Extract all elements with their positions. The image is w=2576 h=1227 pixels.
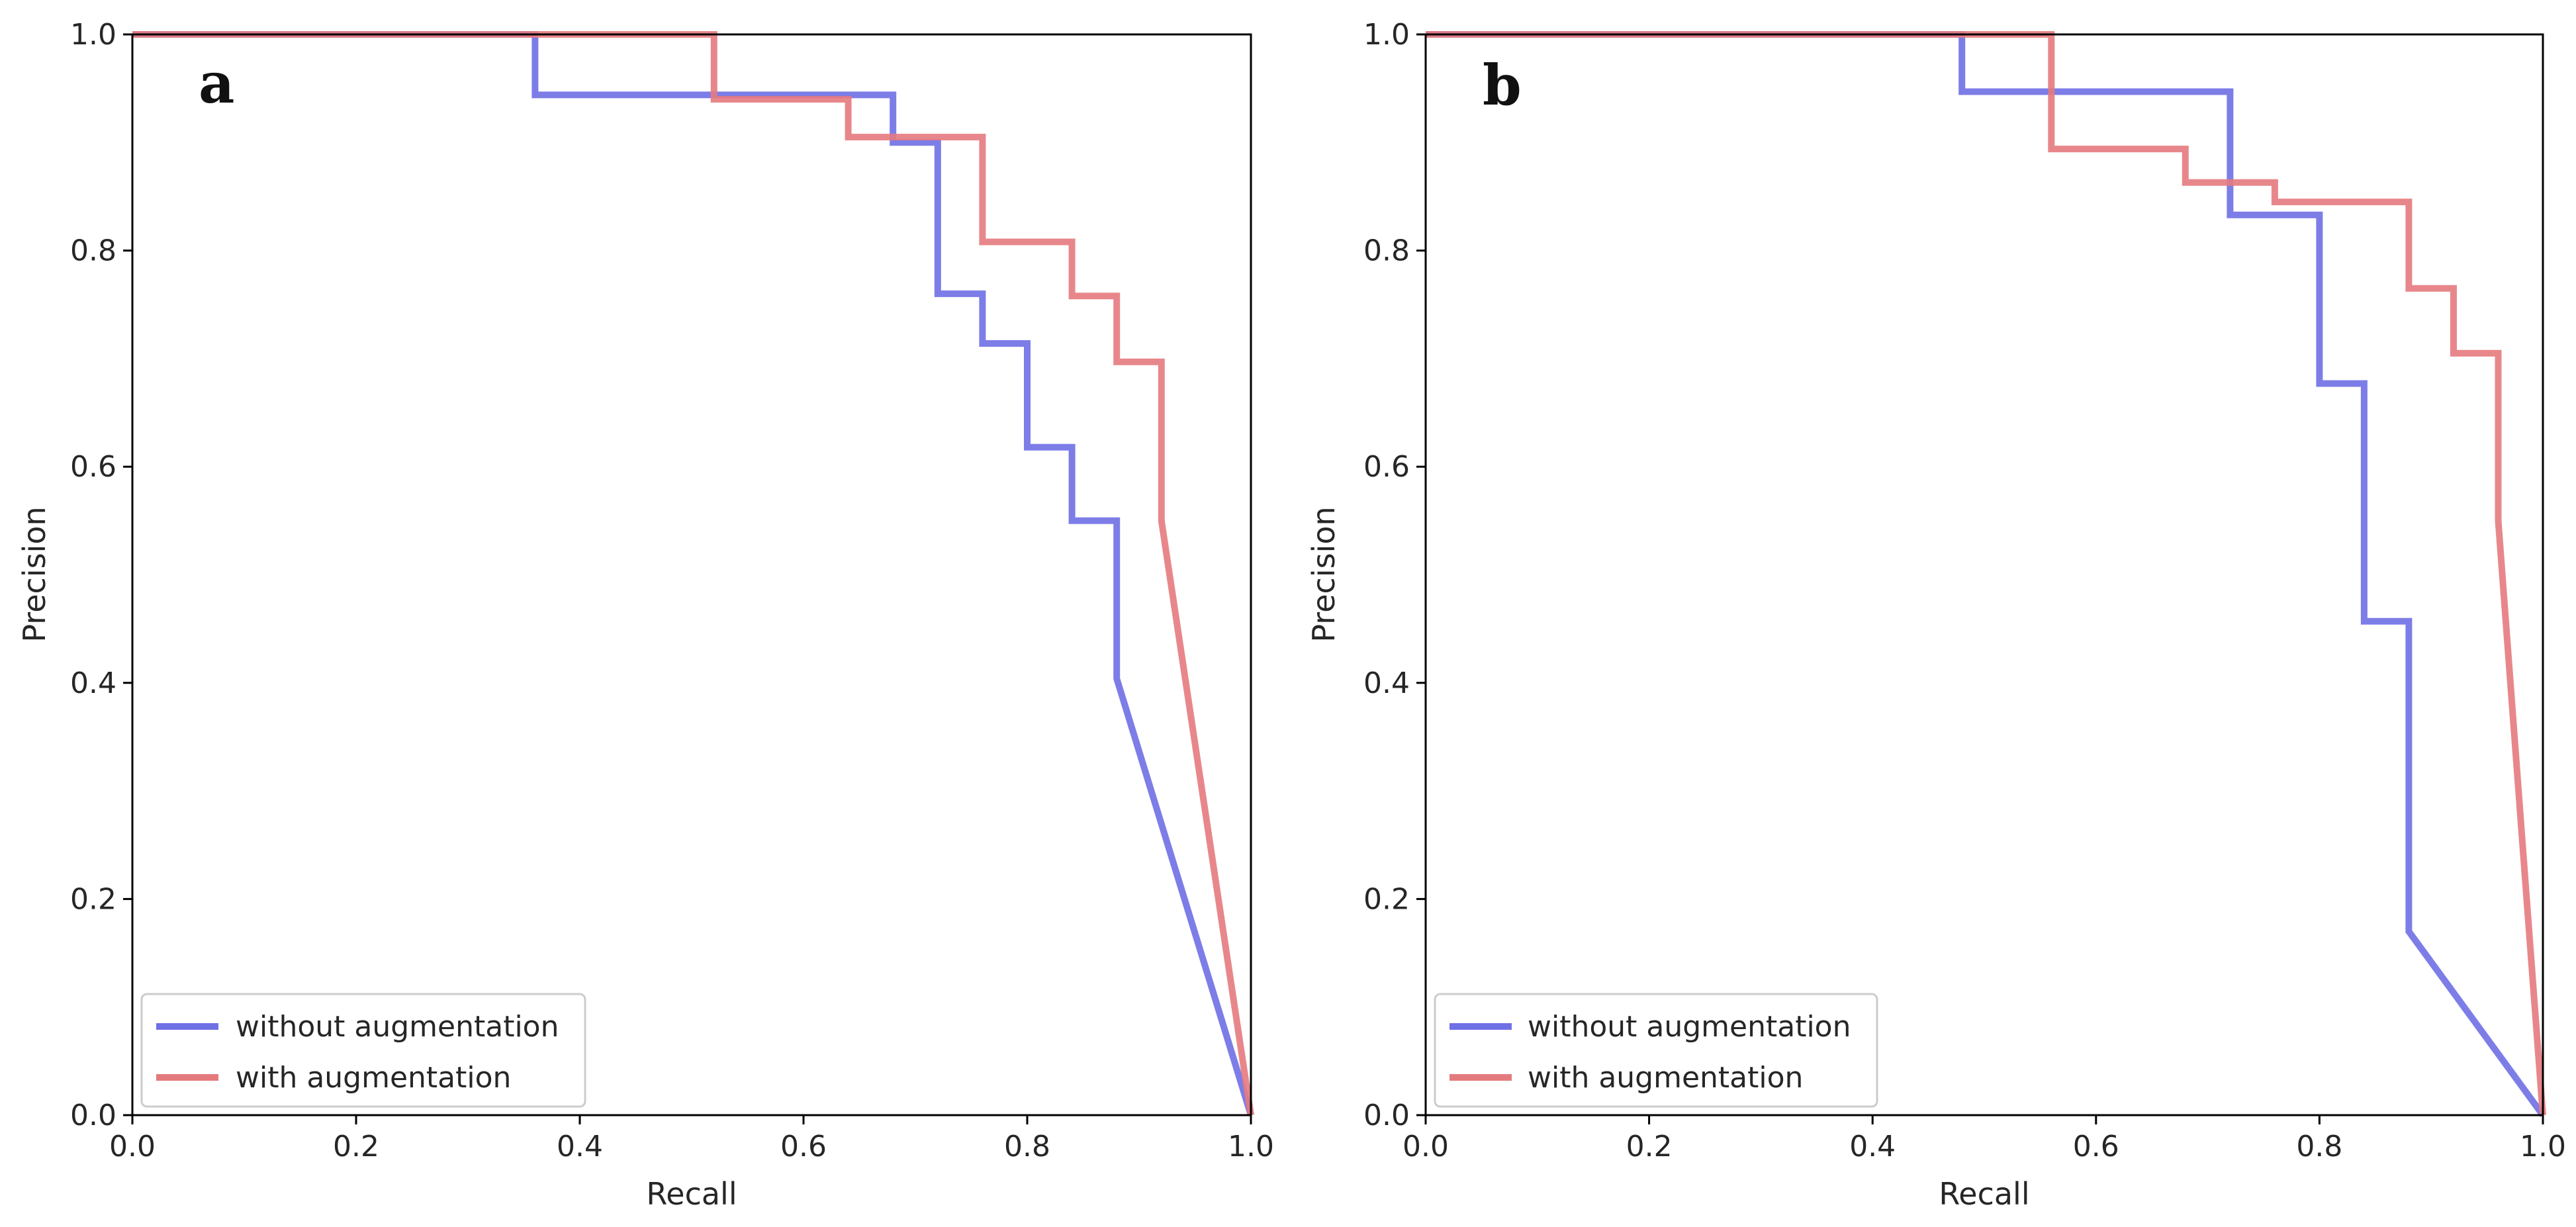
series-line-without-augmentation — [1426, 31, 2546, 1117]
x-tick-label: 0.0 — [109, 1130, 156, 1163]
y-axis-title-b: Precision — [1306, 506, 1342, 642]
series-line-with-augmentation — [132, 31, 1254, 1116]
x-tick-label: 0.8 — [1004, 1130, 1050, 1163]
y-tick-label: 0.8 — [70, 234, 116, 268]
y-tick-label: 0.6 — [1363, 450, 1410, 484]
y-tick-label: 0.8 — [1363, 234, 1410, 268]
x-tick-label: 0.2 — [1626, 1130, 1673, 1163]
y-tick-label: 0.4 — [70, 666, 116, 700]
x-axis-title-b: Recall — [1939, 1176, 2029, 1212]
y-tick-label: 0.6 — [70, 450, 116, 484]
x-tick-label: 0.0 — [1403, 1130, 1449, 1163]
tick-group-b: 0.0 0.2 0.4 0.6 0.8 1.0 0.0 0.2 0.4 0.6 0.8 1.0 — [1363, 18, 2566, 1163]
legend-a: without augmentation with augmentation — [140, 993, 586, 1108]
tick-group-a: 0.0 0.2 0.4 0.6 0.8 1.0 0.0 0.2 0.4 0.6 0.8 1.0 — [70, 18, 1274, 1163]
y-tick-label: 0.2 — [1363, 882, 1410, 916]
series-group-a — [132, 31, 1254, 1116]
legend-label-with-a: with augmentation — [236, 1061, 511, 1095]
series-group-b — [1426, 31, 2546, 1117]
axes-frame-b — [1424, 33, 2544, 1116]
legend-label-without-a: without augmentation — [236, 1010, 559, 1044]
x-axis-title-a: Recall — [646, 1176, 737, 1212]
x-tick-label: 0.6 — [2073, 1130, 2119, 1163]
panel-a: 0.0 0.2 0.4 0.6 0.8 1.0 0.0 0.2 0.4 0.6 0.8 1.0 a R… — [17, 18, 1274, 1212]
x-tick-label: 0.6 — [780, 1130, 827, 1163]
x-tick-label: 0.8 — [2296, 1130, 2342, 1163]
y-tick-label: 0.2 — [70, 882, 116, 916]
axes-frame-a — [131, 33, 1252, 1116]
legend-box-b — [1434, 993, 1878, 1108]
panel-label-a: a — [199, 50, 234, 116]
panel-label-b: b — [1483, 52, 1522, 118]
y-tick-label: 0.4 — [1363, 666, 1410, 700]
x-tick-label: 1.0 — [1228, 1130, 1274, 1163]
y-tick-label: 0.0 — [1363, 1099, 1410, 1132]
legend-label-with-b: with augmentation — [1528, 1061, 1803, 1095]
x-tick-label: 1.0 — [2520, 1130, 2566, 1163]
legend-label-without-b: without augmentation — [1528, 1010, 1851, 1044]
x-tick-label: 0.2 — [333, 1130, 379, 1163]
plot-area-b — [1426, 34, 2543, 1115]
legend-box-a — [140, 993, 586, 1108]
y-tick-label: 1.0 — [1363, 18, 1410, 52]
series-line-with-augmentation — [1426, 31, 2546, 1116]
legend-b: without augmentation with augmentation — [1434, 993, 1878, 1108]
y-tick-label: 0.0 — [70, 1099, 116, 1132]
y-tick-label: 1.0 — [70, 18, 116, 52]
panel-b: 0.0 0.2 0.4 0.6 0.8 1.0 0.0 0.2 0.4 0.6 0.8 1.0 b R… — [1306, 18, 2566, 1212]
y-axis-title-a: Precision — [17, 506, 52, 642]
x-tick-label: 0.4 — [1849, 1130, 1896, 1163]
plot-area-a — [132, 34, 1251, 1115]
x-tick-label: 0.4 — [557, 1130, 603, 1163]
